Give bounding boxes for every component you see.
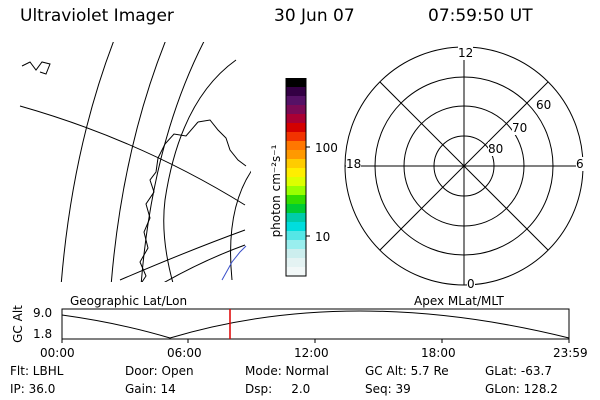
colorbar-band [286, 249, 306, 259]
status-flt: Flt: LBHL [10, 364, 64, 378]
geographic-caption: Geographic Lat/Lon [70, 294, 188, 308]
colorbar-band [286, 141, 306, 151]
geographic-map [19, 42, 251, 282]
status-seq: Seq: 39 [365, 382, 411, 396]
timeline-xtick-1200: 12:00 [294, 346, 329, 360]
colorbar-band [286, 186, 306, 196]
status-door: Door: Open [125, 364, 194, 378]
status-gc-alt: GC Alt: 5.7 Re [365, 364, 449, 378]
mlt-label-12: 12 [458, 46, 474, 60]
longitude-line [119, 229, 246, 281]
timeline-ytick-9: 9.0 [33, 306, 53, 320]
colorbar-band [286, 87, 306, 97]
longitude-line [164, 244, 246, 282]
coastline [21, 61, 51, 75]
mlt-label-18: 18 [346, 157, 362, 171]
colorbar-unit-label: photon cm⁻²s⁻¹ [269, 144, 283, 238]
coastline-blue [221, 245, 247, 281]
latitude-line [163, 59, 237, 282]
latitude-line [110, 42, 166, 282]
mlt-label-6: 6 [576, 157, 584, 171]
colorbar-band [286, 258, 306, 268]
coastline [197, 119, 247, 167]
status-gain: Gain: 14 [125, 382, 176, 396]
status-mode: Mode: Normal [245, 364, 329, 378]
colorbar-band [286, 222, 306, 232]
colorbar-band [286, 267, 306, 277]
timeline-xtick-2359: 23:59 [553, 346, 588, 360]
colorbar-band [286, 213, 306, 223]
colorbar-band [286, 78, 306, 88]
color-scale [285, 78, 310, 277]
status-ip: IP: 36.0 [10, 382, 56, 396]
altitude-timeline [61, 308, 570, 343]
date-label: 30 Jun 07 [274, 6, 355, 26]
timeline-ylabel: GC Alt [11, 305, 25, 343]
colorbar-band [286, 168, 306, 178]
colorbar-band [286, 159, 306, 169]
status-glon: GLon: 128.2 [485, 382, 558, 396]
apex-caption: Apex MLat/MLT [414, 294, 504, 308]
colorbar-band [286, 195, 306, 205]
colorbar-band [286, 204, 306, 214]
altitude-curve [61, 310, 570, 339]
colorbar-tick-100: 100 [315, 141, 338, 155]
timeline-xtick-0000: 00:00 [40, 346, 75, 360]
status-dsp: Dsp: 2.0 [245, 382, 311, 396]
longitude-line [19, 105, 246, 206]
colorbar-tick-10: 10 [315, 230, 331, 244]
coastline [139, 121, 199, 282]
timeline-xtick-1800: 18:00 [421, 346, 456, 360]
lat-label-60: 60 [536, 98, 552, 112]
colorbar-band [286, 123, 306, 133]
app-title: Ultraviolet Imager [20, 6, 174, 26]
colorbar-band [286, 150, 306, 160]
lat-label-70: 70 [512, 121, 528, 135]
colorbar-band [286, 96, 306, 106]
latitude-line [60, 42, 114, 282]
timeline-xtick-0600: 06:00 [167, 346, 202, 360]
latitude-line [140, 42, 205, 282]
time-label: 07:59:50 UT [428, 6, 533, 26]
colorbar-band [286, 240, 306, 250]
mlt-label-0: 0 [467, 277, 475, 291]
status-glat: GLat: -63.7 [485, 364, 552, 378]
timeline-ytick-1-8: 1.8 [33, 327, 53, 341]
polar-plot [344, 46, 584, 286]
colorbar-band [286, 132, 306, 142]
latitude-line [230, 170, 251, 281]
colorbar-band [286, 231, 306, 241]
colorbar-band [286, 105, 306, 115]
colorbar-band [286, 114, 306, 124]
lat-label-80: 80 [488, 142, 504, 156]
colorbar-band [286, 177, 306, 187]
